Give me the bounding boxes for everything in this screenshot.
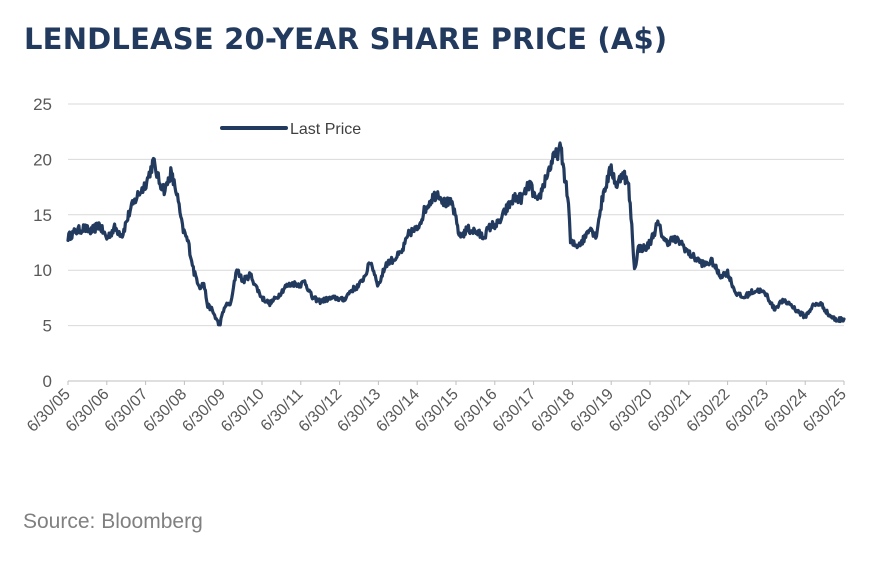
x-axis	[67, 380, 845, 385]
y-tick-label: 0	[43, 372, 52, 391]
y-tick-label: 5	[43, 317, 52, 336]
y-tick-label: 10	[33, 261, 52, 280]
chart-title: LENDLEASE 20-YEAR SHARE PRICE (A$)	[24, 22, 668, 56]
source-note: Source: Bloomberg	[23, 510, 203, 533]
share-price-chart: 0 5 10 15 20 25 6/30/056/30/066/30/076/30/086…	[24, 95, 850, 436]
legend-label: Last Price	[290, 121, 361, 138]
y-tick-label: 15	[33, 206, 52, 225]
series-line-last-price	[66, 141, 846, 327]
x-tick-label: 6/30/10	[218, 386, 268, 436]
x-axis-ticks: 6/30/056/30/066/30/076/30/086/30/096/30/…	[24, 386, 850, 436]
series-group	[66, 141, 846, 327]
y-axis-ticks: 0 5 10 15 20 25	[33, 95, 52, 391]
y-tick-label: 20	[33, 150, 52, 169]
x-tick-label: 6/30/25	[800, 386, 850, 436]
legend: Last Price	[220, 121, 361, 138]
y-tick-label: 25	[33, 95, 52, 114]
